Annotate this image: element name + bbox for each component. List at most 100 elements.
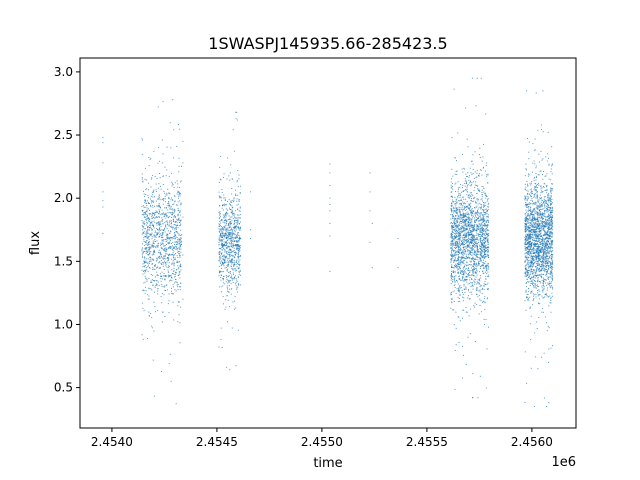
data-point bbox=[170, 380, 172, 382]
data-point bbox=[485, 247, 487, 249]
data-point bbox=[543, 240, 545, 242]
data-point bbox=[471, 278, 473, 280]
data-point bbox=[236, 220, 238, 222]
data-point bbox=[546, 216, 548, 218]
data-point bbox=[487, 288, 489, 290]
data-point bbox=[176, 269, 178, 271]
data-point bbox=[232, 234, 234, 236]
data-point bbox=[536, 284, 538, 286]
data-point bbox=[228, 276, 230, 278]
data-point bbox=[233, 223, 235, 225]
data-point bbox=[178, 240, 180, 242]
data-point bbox=[460, 232, 462, 234]
data-point bbox=[451, 249, 453, 251]
data-point bbox=[175, 271, 177, 273]
data-point bbox=[537, 219, 539, 221]
data-point bbox=[222, 262, 224, 264]
data-point bbox=[463, 251, 465, 253]
data-point bbox=[478, 282, 480, 284]
data-point bbox=[171, 254, 173, 256]
data-point bbox=[542, 229, 544, 231]
data-point bbox=[158, 224, 160, 226]
data-point bbox=[152, 204, 154, 206]
data-point bbox=[549, 236, 551, 238]
data-point bbox=[144, 212, 146, 214]
data-point bbox=[465, 288, 467, 290]
data-point bbox=[179, 187, 181, 189]
data-point bbox=[222, 221, 224, 223]
data-point bbox=[488, 257, 490, 259]
data-point bbox=[468, 208, 470, 210]
data-point bbox=[239, 245, 241, 247]
data-point bbox=[225, 227, 227, 229]
data-point bbox=[451, 226, 453, 228]
data-point bbox=[470, 234, 472, 236]
data-point bbox=[167, 234, 169, 236]
data-point bbox=[482, 220, 484, 222]
data-point bbox=[227, 299, 229, 301]
data-point bbox=[473, 280, 475, 282]
data-point bbox=[171, 249, 173, 251]
data-point bbox=[465, 233, 467, 235]
data-point bbox=[466, 245, 468, 247]
data-point bbox=[227, 219, 229, 221]
data-point bbox=[475, 245, 477, 247]
data-point bbox=[159, 221, 161, 223]
data-point bbox=[169, 204, 171, 206]
data-point bbox=[231, 261, 233, 263]
data-point bbox=[450, 186, 452, 188]
data-point bbox=[143, 216, 145, 218]
data-point bbox=[156, 280, 158, 282]
data-point bbox=[461, 214, 463, 216]
data-point bbox=[545, 259, 547, 261]
data-point bbox=[524, 249, 526, 251]
data-point bbox=[154, 239, 156, 241]
data-point bbox=[223, 228, 225, 230]
data-point bbox=[468, 256, 470, 258]
data-point bbox=[454, 221, 456, 223]
data-point bbox=[168, 243, 170, 245]
data-point bbox=[482, 228, 484, 230]
data-point bbox=[459, 228, 461, 230]
data-point bbox=[534, 217, 536, 219]
data-point bbox=[473, 229, 475, 231]
data-point bbox=[144, 292, 146, 294]
data-point bbox=[234, 254, 236, 256]
data-point bbox=[158, 187, 160, 189]
data-point bbox=[459, 195, 461, 197]
data-point bbox=[548, 246, 550, 248]
data-point bbox=[544, 252, 546, 254]
data-point bbox=[459, 249, 461, 251]
data-point bbox=[485, 225, 487, 227]
data-point bbox=[456, 265, 458, 267]
data-point bbox=[545, 217, 547, 219]
data-point bbox=[231, 274, 233, 276]
data-point bbox=[483, 300, 485, 302]
data-point bbox=[480, 238, 482, 240]
data-point bbox=[473, 224, 475, 226]
data-point bbox=[172, 254, 174, 256]
data-point bbox=[225, 299, 227, 301]
data-point bbox=[527, 203, 529, 205]
data-point bbox=[231, 263, 233, 265]
data-point bbox=[225, 245, 227, 247]
data-point bbox=[538, 302, 540, 304]
data-point bbox=[473, 283, 475, 285]
data-point bbox=[165, 265, 167, 267]
data-point bbox=[544, 249, 546, 251]
data-point bbox=[460, 234, 462, 236]
data-point bbox=[461, 240, 463, 242]
data-point bbox=[548, 240, 550, 242]
data-point bbox=[453, 309, 455, 311]
data-point bbox=[483, 257, 485, 259]
data-point bbox=[450, 244, 452, 246]
data-point bbox=[532, 234, 534, 236]
data-point bbox=[228, 285, 230, 287]
data-point bbox=[168, 275, 170, 277]
data-point bbox=[461, 196, 463, 198]
data-point bbox=[476, 172, 478, 174]
data-point bbox=[461, 253, 463, 255]
data-point bbox=[228, 227, 230, 229]
data-point bbox=[175, 231, 177, 233]
data-point bbox=[546, 273, 548, 275]
